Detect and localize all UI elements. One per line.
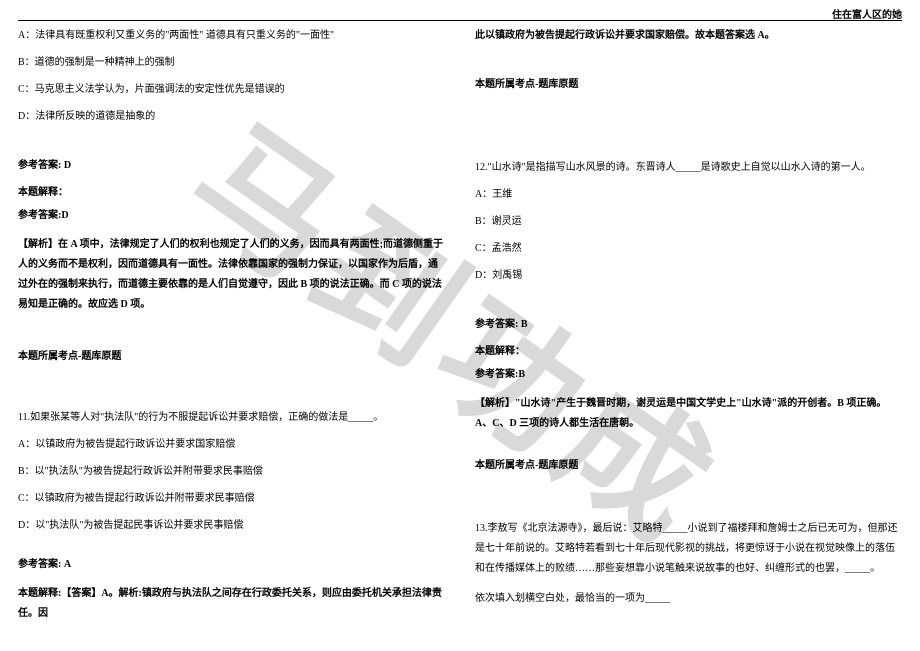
solution-label: 本题解释： bbox=[18, 185, 445, 200]
q-option-d: D：法律所反映的道德是抽象的 bbox=[18, 109, 445, 124]
q12-analysis: 【解析】"山水诗"产生于魏晋时期，谢灵运是中国文学史上"山水诗"派的开创者。B … bbox=[475, 394, 902, 434]
q13-text: 13.李敖写《北京法源寺》，最后说：艾略特_____小说到了福楼拜和詹姆士之后已… bbox=[475, 519, 902, 579]
q11-option-a: A：以镇政府为被告提起行政诉讼并要求国家赔偿 bbox=[18, 437, 445, 452]
header-rule bbox=[18, 20, 902, 21]
q-option-a: A：法律具有既重权利又重义务的"两面性" 道德具有只重义务的"一面性" bbox=[18, 28, 445, 43]
header-right-text: 住在富人区的她 bbox=[832, 6, 902, 21]
q12-option-a: A：王维 bbox=[475, 187, 902, 202]
q12-answer-2: 参考答案:B bbox=[475, 367, 902, 382]
q11-option-c: C：以镇政府为被告提起行政诉讼并附带要求民事赔偿 bbox=[18, 491, 445, 506]
q11-option-d: D：以"执法队"为被告提起民事诉讼并要求民事赔偿 bbox=[18, 518, 445, 533]
ref-answer-label-2: 参考答案:D bbox=[18, 208, 445, 223]
q-option-c: C：马克思主义法学认为，片面强调法的安定性优先是错误的 bbox=[18, 82, 445, 97]
q11-answer: 参考答案: A bbox=[18, 557, 445, 572]
content-area: A：法律具有既重权利又重义务的"两面性" 道德具有只重义务的"一面性" B：道德… bbox=[18, 28, 902, 641]
left-column: A：法律具有既重权利又重义务的"两面性" 道德具有只重义务的"一面性" B：道德… bbox=[18, 28, 445, 641]
q12-option-b: B：谢灵运 bbox=[475, 214, 902, 229]
q11-option-b: B：以"执法队"为被告提起行政诉讼并附带要求民事赔偿 bbox=[18, 464, 445, 479]
analysis-text: 【解析】在 A 项中，法律规定了人们的权利也规定了人们的义务，因而具有两面性;而… bbox=[18, 235, 445, 315]
right-column: 此以镇政府为被告提起行政诉讼并要求国家赔偿。故本题答案选 A。 本题所属考点-题… bbox=[475, 28, 902, 641]
q-option-b: B：道德的强制是一种精神上的强制 bbox=[18, 55, 445, 70]
q12-solution-label: 本题解释： bbox=[475, 344, 902, 359]
q12-option-d: D：刘禹锡 bbox=[475, 268, 902, 283]
q12-answer: 参考答案: B bbox=[475, 317, 902, 332]
q12-option-c: C：孟浩然 bbox=[475, 241, 902, 256]
q13-tail: 依次填入划横空白处，最恰当的一项为_____ bbox=[475, 591, 902, 606]
ref-answer-label: 参考答案: D bbox=[18, 158, 445, 173]
topic-label-r1: 本题所属考点-题库原题 bbox=[475, 77, 902, 92]
q12-text: 12."山水诗"是指描写山水风景的诗。东晋诗人_____是诗歌史上自觉以山水入诗… bbox=[475, 160, 902, 175]
q11-text: 11.如果张某等人对"执法队"的行为不服提起诉讼并要求赔偿，正确的做法是____… bbox=[18, 410, 445, 425]
q12-topic-label: 本题所属考点-题库原题 bbox=[475, 458, 902, 473]
q11-explanation: 本题解释:【答案】A。解析:镇政府与执法队之间存在行政委托关系，则应由委托机关承… bbox=[18, 584, 445, 624]
topic-label: 本题所属考点-题库原题 bbox=[18, 349, 445, 364]
q11-explanation-cont: 此以镇政府为被告提起行政诉讼并要求国家赔偿。故本题答案选 A。 bbox=[475, 28, 902, 43]
